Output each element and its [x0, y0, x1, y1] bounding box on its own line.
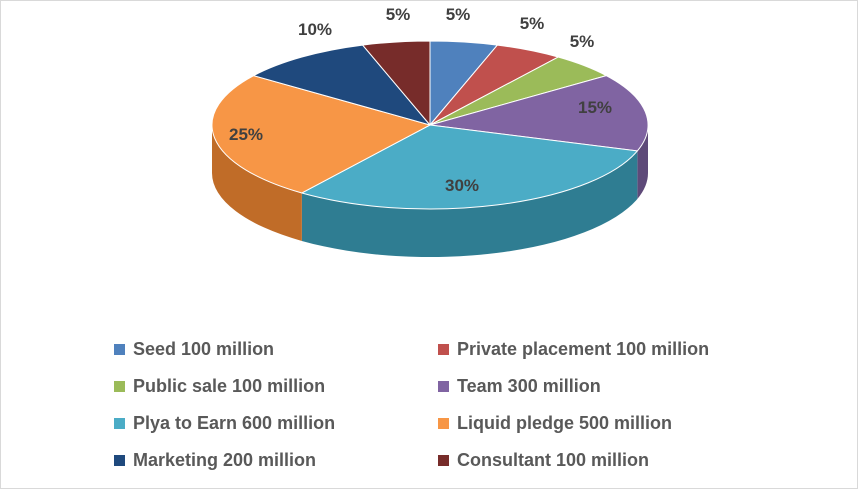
legend-label: Consultant 100 million: [457, 449, 650, 470]
pie-slice-plya-to-earn-600-million[interactable]: [301, 124, 638, 210]
legend-swatch: [438, 417, 449, 429]
legend-label: Plya to Earn 600 million: [133, 412, 336, 433]
pie-slice-marketing-200-million[interactable]: [253, 44, 431, 126]
data-label-private-placement-100-million: 5%: [520, 14, 545, 33]
pie-slice-side-plya-to-earn-600-million: [301, 150, 638, 258]
pie-chart: 5% 5% 5% 15% 30% 25% 10% 5%: [211, 5, 649, 258]
legend-item-liquid-pledge-500-million[interactable]: Liquid pledge 500 million: [438, 411, 672, 435]
data-label-marketing-200-million: 10%: [298, 20, 332, 39]
legend-label: Private placement 100 million: [457, 338, 710, 359]
pie-slice-side-liquid-pledge-500-million: [211, 125, 302, 241]
legend-swatch: [114, 343, 125, 355]
legend-item-public-sale-100-million[interactable]: Public sale 100 million: [114, 374, 325, 398]
pie-slice-team-300-million[interactable]: [429, 75, 649, 152]
data-label-seed-100-million: 5%: [446, 5, 471, 24]
legend-item-seed-100-million[interactable]: Seed 100 million: [114, 337, 274, 361]
legend-item-consultant-100-million[interactable]: Consultant 100 million: [438, 448, 649, 472]
legend-swatch: [438, 380, 449, 392]
legend-item-private-placement-100-million[interactable]: Private placement 100 million: [438, 337, 709, 361]
legend-label: Seed 100 million: [133, 338, 275, 359]
legend-item-plya-to-earn-600-million[interactable]: Plya to Earn 600 million: [114, 411, 335, 435]
legend-swatch: [114, 417, 125, 429]
pie-slice-side-team-300-million: [637, 125, 648, 199]
pie-slice-liquid-pledge-500-million[interactable]: [211, 75, 431, 194]
legend-swatch: [114, 454, 125, 466]
data-label-consultant-100-million: 5%: [386, 5, 411, 24]
data-label-liquid-pledge-500-million: 25%: [229, 125, 263, 144]
legend-swatch: [438, 343, 449, 355]
legend-swatch: [438, 454, 449, 466]
data-label-team-300-million: 15%: [578, 98, 612, 117]
data-label-public-sale-100-million: 5%: [570, 32, 595, 51]
legend-label: Marketing 200 million: [133, 449, 317, 470]
data-label-plya-to-earn-600-million: 30%: [445, 176, 479, 195]
legend-swatch: [114, 380, 125, 392]
pie-slice-consultant-100-million[interactable]: [362, 40, 431, 126]
legend-label: Public sale 100 million: [133, 375, 326, 396]
legend-item-marketing-200-million[interactable]: Marketing 200 million: [114, 448, 316, 472]
legend-label: Liquid pledge 500 million: [457, 412, 673, 433]
legend-label: Team 300 million: [457, 375, 601, 396]
legend-item-team-300-million[interactable]: Team 300 million: [438, 374, 601, 398]
